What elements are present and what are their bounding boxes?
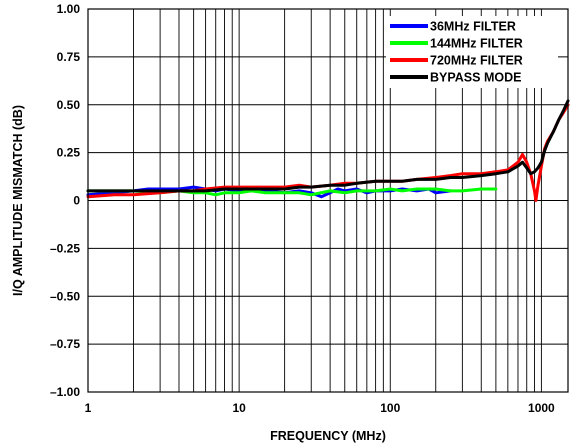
y-tick-label: 0.25 [57, 146, 81, 160]
y-axis-label: I/Q AMPLITUDE MISMATCH (dB) [11, 105, 25, 296]
y-tick-label: –0.25 [50, 241, 80, 255]
series-line-bypass-mode [86, 99, 570, 193]
legend: 36MHz FILTER 144MHz FILTER 720MHz FILTER BY… [386, 16, 558, 88]
grid [88, 9, 568, 392]
y-tick-label: 0.50 [57, 98, 81, 112]
y-tick-label: 1.00 [57, 2, 81, 16]
series-layer [86, 99, 570, 202]
plot-frame [87, 8, 569, 393]
legend-label: 36MHz FILTER [430, 20, 516, 34]
legend-label: 720MHz FILTER [430, 54, 523, 68]
y-tick-labels: 1.00 0.75 0.50 0.25 0 –0.25 –0.50 –0.75 –1.00 [50, 2, 80, 399]
x-tick-label: 10 [232, 401, 246, 415]
legend-label: BYPASS MODE [430, 71, 521, 85]
y-tick-label: –1.00 [50, 385, 80, 399]
y-tick-label: –0.50 [50, 289, 80, 303]
x-tick-label: 1000 [528, 401, 555, 415]
x-tick-label: 100 [380, 401, 400, 415]
y-tick-label: 0.75 [57, 50, 81, 64]
x-axis-label: FREQUENCY (MHz) [270, 429, 386, 443]
x-tick-label: 1 [85, 401, 92, 415]
y-tick-label: –0.75 [50, 337, 80, 351]
x-tick-labels: 1 10 100 1000 [85, 401, 555, 415]
legend-label: 144MHz FILTER [430, 37, 523, 51]
y-tick-label: 0 [73, 194, 80, 208]
